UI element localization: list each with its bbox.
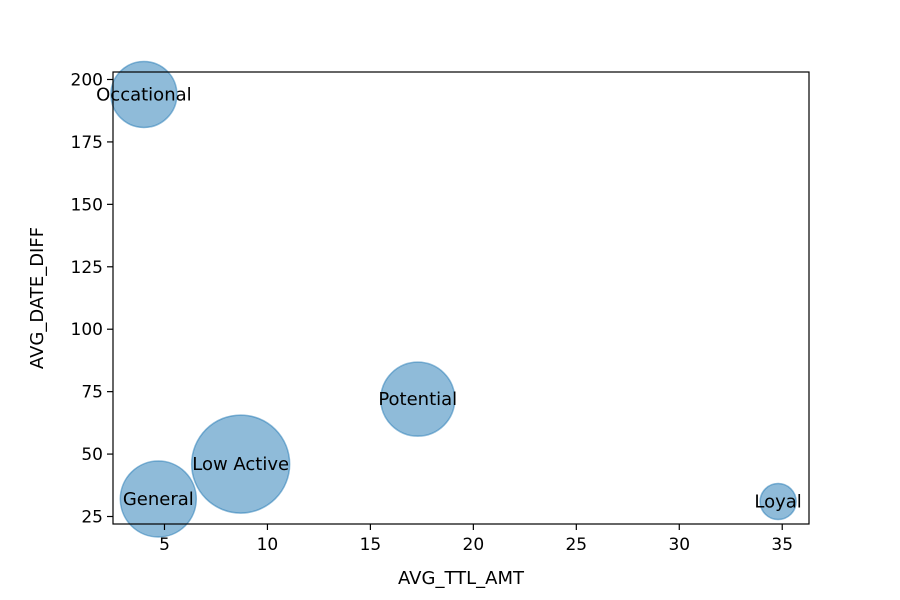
y-tick-label: 200 [71, 70, 103, 90]
x-axis: 5 10 15 20 25 30 35 [159, 524, 793, 555]
y-tick-label: 100 [71, 320, 103, 340]
x-tick-label: 35 [771, 535, 793, 555]
y-tick-label: 125 [71, 258, 103, 278]
x-tick-label: 20 [463, 535, 485, 555]
bubble-potential [380, 361, 456, 437]
y-tick-label: 50 [81, 445, 103, 465]
y-axis: 25 50 75 100 125 150 175 200 [71, 70, 113, 528]
x-tick-label: 15 [360, 535, 382, 555]
x-tick-label: 30 [668, 535, 690, 555]
bubble-label-occational: Occational [96, 84, 192, 105]
y-tick-label: 175 [71, 133, 103, 153]
bubble-loyal [759, 482, 797, 521]
bubble-occational [110, 60, 178, 129]
bubble-label-loyal: Loyal [754, 492, 801, 513]
y-axis-label: AVG_DATE_DIFF [27, 227, 48, 369]
x-tick-label: 5 [159, 535, 170, 555]
x-axis-label: AVG_TTL_AMT [398, 568, 525, 589]
bubble-label-potential: Potential [378, 389, 457, 410]
bubble-low-active [190, 414, 291, 514]
plot-frame [112, 71, 810, 525]
bubble-label-general: General [123, 489, 194, 510]
bubbles-layer [110, 60, 797, 538]
y-tick-label: 25 [81, 508, 103, 528]
bubble-general [119, 460, 198, 538]
bubble-label-low-active: Low Active [192, 454, 289, 475]
x-tick-label: 10 [257, 535, 279, 555]
x-tick-label: 25 [565, 535, 587, 555]
y-tick-label: 75 [81, 383, 103, 403]
bubble-labels-layer: Occational Low Active General Potential Loya… [96, 84, 802, 512]
y-tick-label: 150 [71, 195, 103, 215]
